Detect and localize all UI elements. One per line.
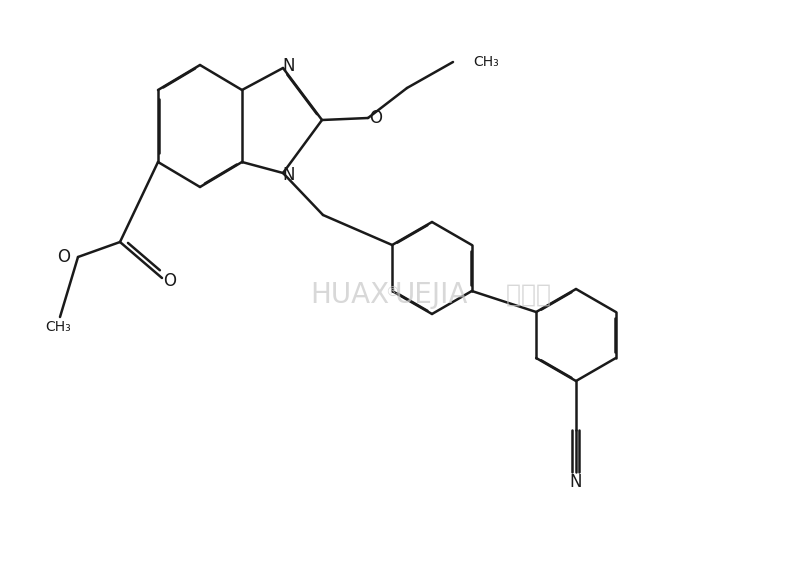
- Text: N: N: [283, 57, 296, 75]
- Text: O: O: [370, 109, 382, 127]
- Text: HUAX: HUAX: [310, 281, 389, 309]
- Text: ®: ®: [385, 286, 399, 300]
- Text: UEJIA: UEJIA: [395, 281, 468, 309]
- Text: O: O: [163, 272, 177, 290]
- Text: 化学加: 化学加: [490, 283, 551, 307]
- Text: CH₃: CH₃: [45, 320, 71, 334]
- Text: O: O: [57, 248, 70, 266]
- Text: CH₃: CH₃: [473, 55, 499, 69]
- Text: N: N: [283, 166, 296, 184]
- Text: N: N: [570, 473, 582, 491]
